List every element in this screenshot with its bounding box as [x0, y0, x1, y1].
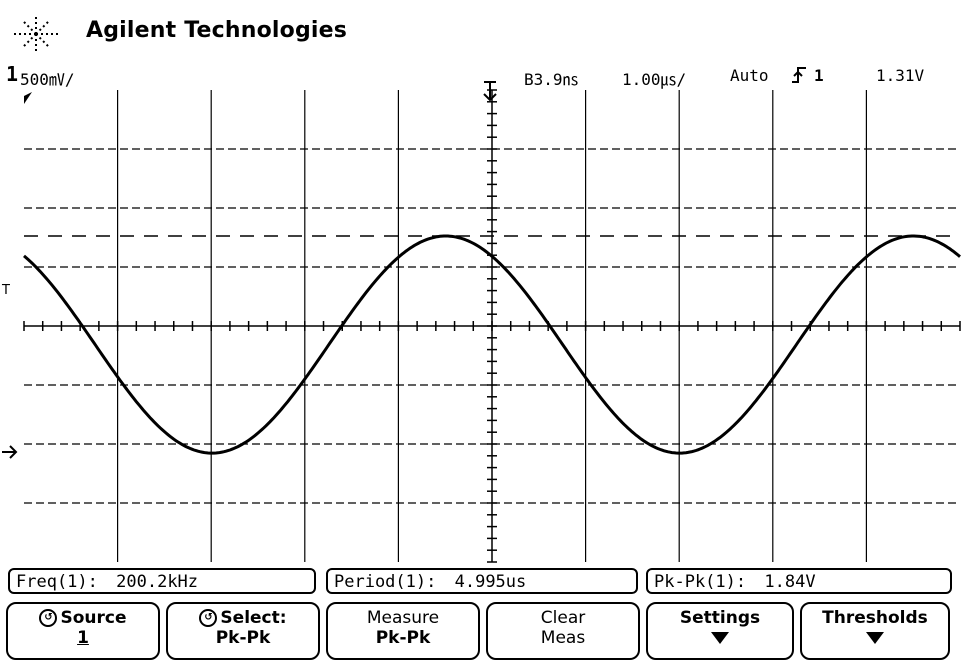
submenu-arrow-icon: [711, 632, 729, 644]
channel-indicator: 1: [6, 62, 19, 86]
volts-per-div: 500㎷/: [20, 70, 75, 89]
time-offset: B3.9㎱: [524, 70, 579, 89]
softkey-label: Thresholds: [822, 608, 928, 628]
status-bar: 1 500㎷/ B3.9㎱ 1.00㎲/ Auto 1 1.31V: [0, 62, 978, 89]
softkey-value: 1: [77, 628, 89, 648]
settings-softkey[interactable]: Settings: [646, 602, 794, 660]
header: Agilent Technologies: [0, 0, 978, 60]
center-axis-ticks: [23, 89, 961, 563]
softkey-label: Clear: [540, 608, 586, 628]
measurement-period: Period(1): 4.995us: [326, 568, 638, 594]
softkey-label: Settings: [679, 608, 761, 628]
softkey-label: Source: [60, 608, 127, 628]
softkey-value: Pk-Pk: [215, 628, 271, 648]
measurement-label: Period(1):: [334, 572, 437, 592]
time-per-div: 1.00㎲/: [622, 70, 687, 89]
measurement-freq: Freq(1): 200.2kHz: [8, 568, 316, 594]
agilent-spark-logo-icon: [14, 16, 58, 52]
rising-edge-icon: [790, 66, 808, 88]
trigger-level-marker: T: [1, 283, 10, 298]
softkey-label: Select:: [220, 608, 287, 628]
knob-icon: ↺: [39, 609, 58, 627]
measurement-pkpk: Pk-Pk(1): 1.84V: [646, 568, 952, 594]
select-softkey[interactable]: ↺ Select: Pk-Pk: [166, 602, 320, 660]
channel-marker-top-left: [24, 92, 32, 104]
clear-meas-softkey[interactable]: Clear Meas: [486, 602, 640, 660]
submenu-arrow-icon: [866, 632, 884, 644]
measurement-label: Pk-Pk(1):: [654, 572, 747, 592]
measurement-value: 4.995us: [454, 572, 527, 592]
softkey-value: Meas: [540, 628, 586, 648]
trigger-mode: Auto: [730, 66, 769, 85]
brand-name: Agilent Technologies: [86, 18, 348, 43]
measure-softkey[interactable]: Measure Pk-Pk: [326, 602, 480, 660]
trigger-level: 1.31V: [876, 66, 925, 85]
trigger-source: 1: [814, 66, 824, 85]
measurement-value: 200.2kHz: [116, 572, 199, 592]
trigger-position-marker: [483, 81, 497, 102]
knob-icon: ↺: [199, 609, 218, 627]
measurement-value: 1.84V: [764, 572, 816, 592]
source-softkey[interactable]: ↺ Source 1: [6, 602, 160, 660]
softkey-label: Measure: [366, 608, 440, 628]
softkey-value: Pk-Pk: [375, 628, 431, 648]
waveform-trace: [23, 234, 961, 455]
measurement-label: Freq(1):: [16, 572, 98, 592]
scope-display[interactable]: T: [0, 0, 978, 600]
ground-marker: [2, 445, 18, 459]
thresholds-softkey[interactable]: Thresholds: [800, 602, 950, 660]
